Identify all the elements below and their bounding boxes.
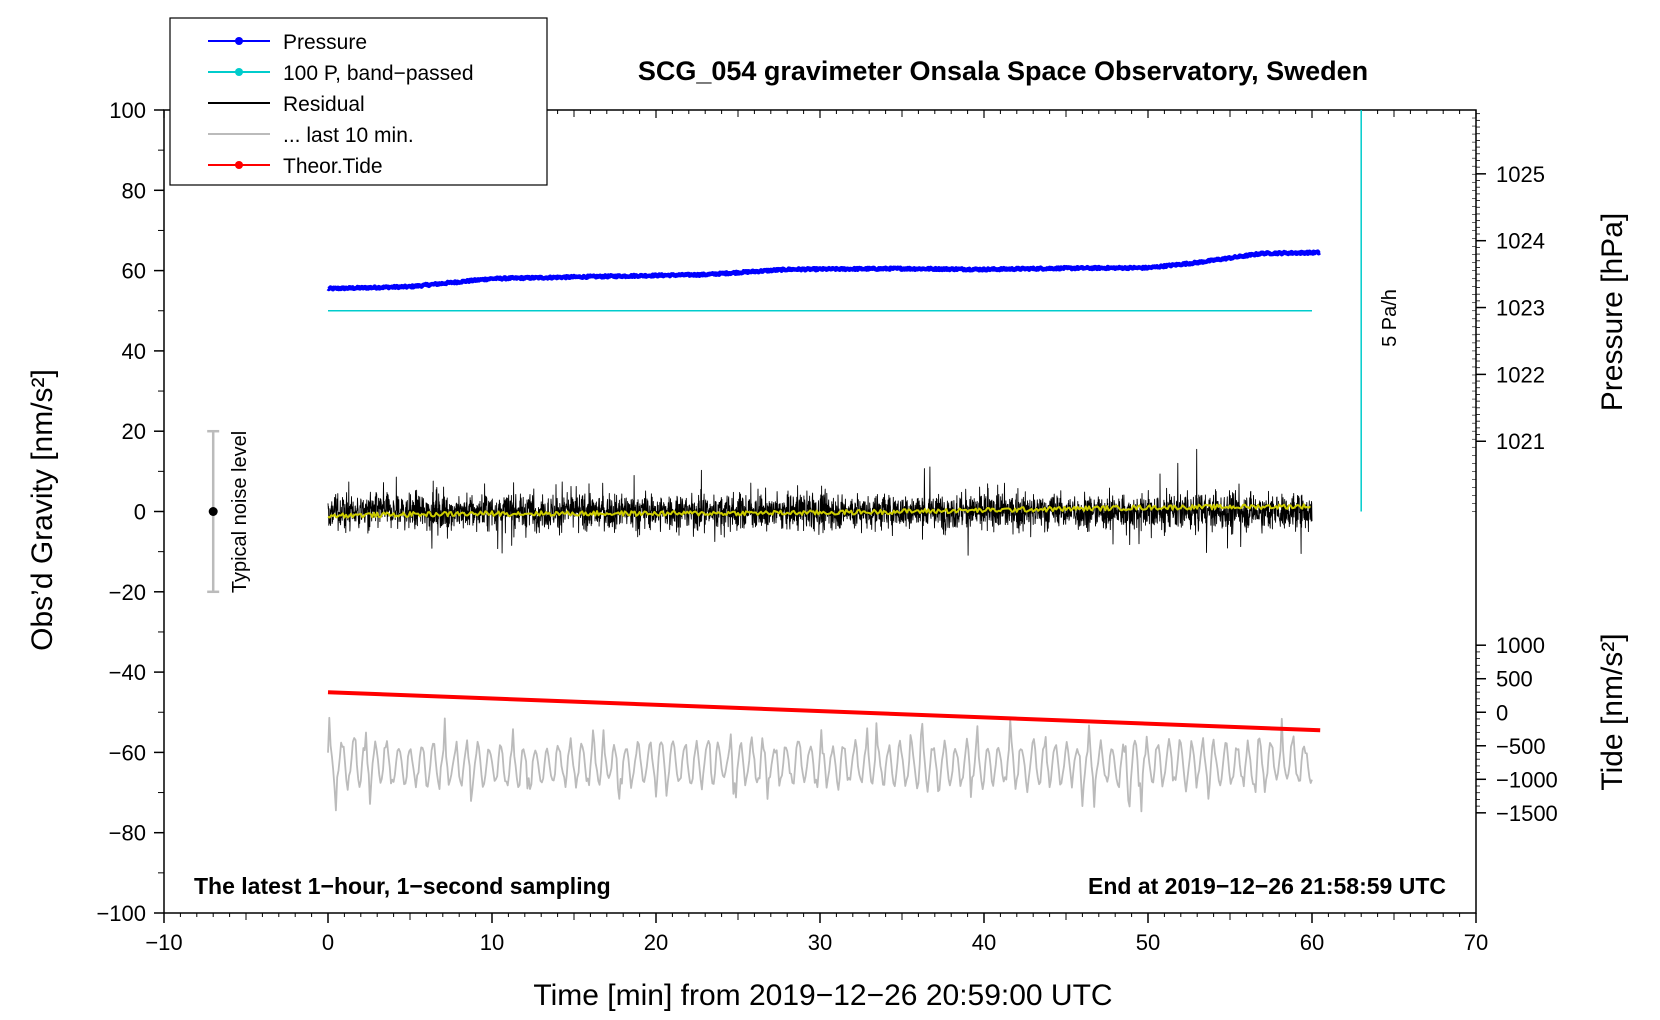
x-tick-label: 0 bbox=[322, 930, 334, 955]
tide-tick-label: −500 bbox=[1496, 734, 1546, 759]
tide-tick-label: −1000 bbox=[1496, 767, 1558, 792]
axis-ticks: −10 0 10 20 30 40 50 60 70−100−80−60−40−20020406… bbox=[96, 98, 1557, 955]
x-tick-label: 70 bbox=[1464, 930, 1488, 955]
sampling-note: The latest 1−hour, 1−second sampling bbox=[194, 873, 611, 899]
pressure-axis-title: Pressure [hPa] bbox=[1596, 213, 1629, 411]
y-tick-label: 100 bbox=[109, 98, 146, 123]
legend-label: Theor.Tide bbox=[283, 155, 383, 178]
pressure-tick-label: 1021 bbox=[1496, 429, 1545, 454]
y-tick-label: −60 bbox=[109, 740, 146, 765]
x-tick-label: 30 bbox=[808, 930, 832, 955]
tide-tick-label: 1000 bbox=[1496, 633, 1545, 658]
x-tick-label: 40 bbox=[972, 930, 996, 955]
y-tick-label: 0 bbox=[134, 500, 146, 525]
rate-label: 5 Pa/h bbox=[1379, 289, 1401, 347]
x-tick-label: 60 bbox=[1300, 930, 1324, 955]
tide-tick-label: 500 bbox=[1496, 667, 1533, 692]
annotation-layer bbox=[207, 429, 220, 594]
pressure-tick-label: 1022 bbox=[1496, 362, 1545, 387]
y-tick-label: −20 bbox=[109, 580, 146, 605]
pressure-tick-label: 1025 bbox=[1496, 162, 1545, 187]
theoretical-tide-line bbox=[327, 690, 1321, 733]
legend-label: Pressure bbox=[283, 31, 367, 54]
end-time-note: End at 2019−12−26 21:58:59 UTC bbox=[1088, 873, 1446, 899]
y-tick-label: 40 bbox=[122, 339, 146, 364]
x-tick-label: 10 bbox=[480, 930, 504, 955]
pressure-line bbox=[326, 249, 1322, 292]
y-tick-label: −40 bbox=[109, 660, 146, 685]
last-10-min-line bbox=[327, 716, 1313, 813]
tide-axis-title: Tide [nm/s²] bbox=[1596, 633, 1629, 790]
tide-tick-label: −1500 bbox=[1496, 801, 1558, 826]
legend-box bbox=[169, 17, 548, 186]
residual-smoothed-line bbox=[327, 503, 1312, 519]
x-tick-label: −10 bbox=[145, 930, 182, 955]
legend: Pressure 100 P, band−passed Residual ... la… bbox=[169, 17, 548, 186]
y-axis-title: Obs’d Gravity [nm/s²] bbox=[26, 369, 59, 651]
noise-bar-center-dot bbox=[208, 507, 218, 516]
legend-label: ... last 10 min. bbox=[283, 124, 414, 147]
legend-swatch-marker bbox=[235, 161, 243, 169]
x-axis-title: Time [min] from 2019−12−26 20:59:00 UTC bbox=[533, 979, 1112, 1012]
legend-swatch-marker bbox=[235, 68, 243, 76]
pressure-tick-label: 1023 bbox=[1496, 296, 1545, 321]
residual-line bbox=[327, 448, 1313, 556]
y-tick-label: 80 bbox=[122, 178, 146, 203]
legend-label: Residual bbox=[283, 93, 365, 116]
noise-level-label: Typical noise level bbox=[229, 431, 251, 593]
legend-swatch-marker bbox=[235, 37, 243, 45]
y-tick-label: −100 bbox=[96, 901, 146, 926]
y-tick-label: 20 bbox=[122, 419, 146, 444]
x-tick-label: 50 bbox=[1136, 930, 1160, 955]
legend-label: 100 P, band−passed bbox=[283, 62, 474, 85]
x-tick-label: 20 bbox=[644, 930, 668, 955]
pressure-tick-label: 1024 bbox=[1496, 229, 1545, 254]
y-tick-label: 60 bbox=[122, 259, 146, 284]
y-tick-label: −80 bbox=[109, 821, 146, 846]
tide-tick-label: 0 bbox=[1496, 700, 1508, 725]
series-layer bbox=[326, 110, 1362, 813]
chart-title: SCG_054 gravimeter Onsala Space Observat… bbox=[638, 56, 1368, 86]
